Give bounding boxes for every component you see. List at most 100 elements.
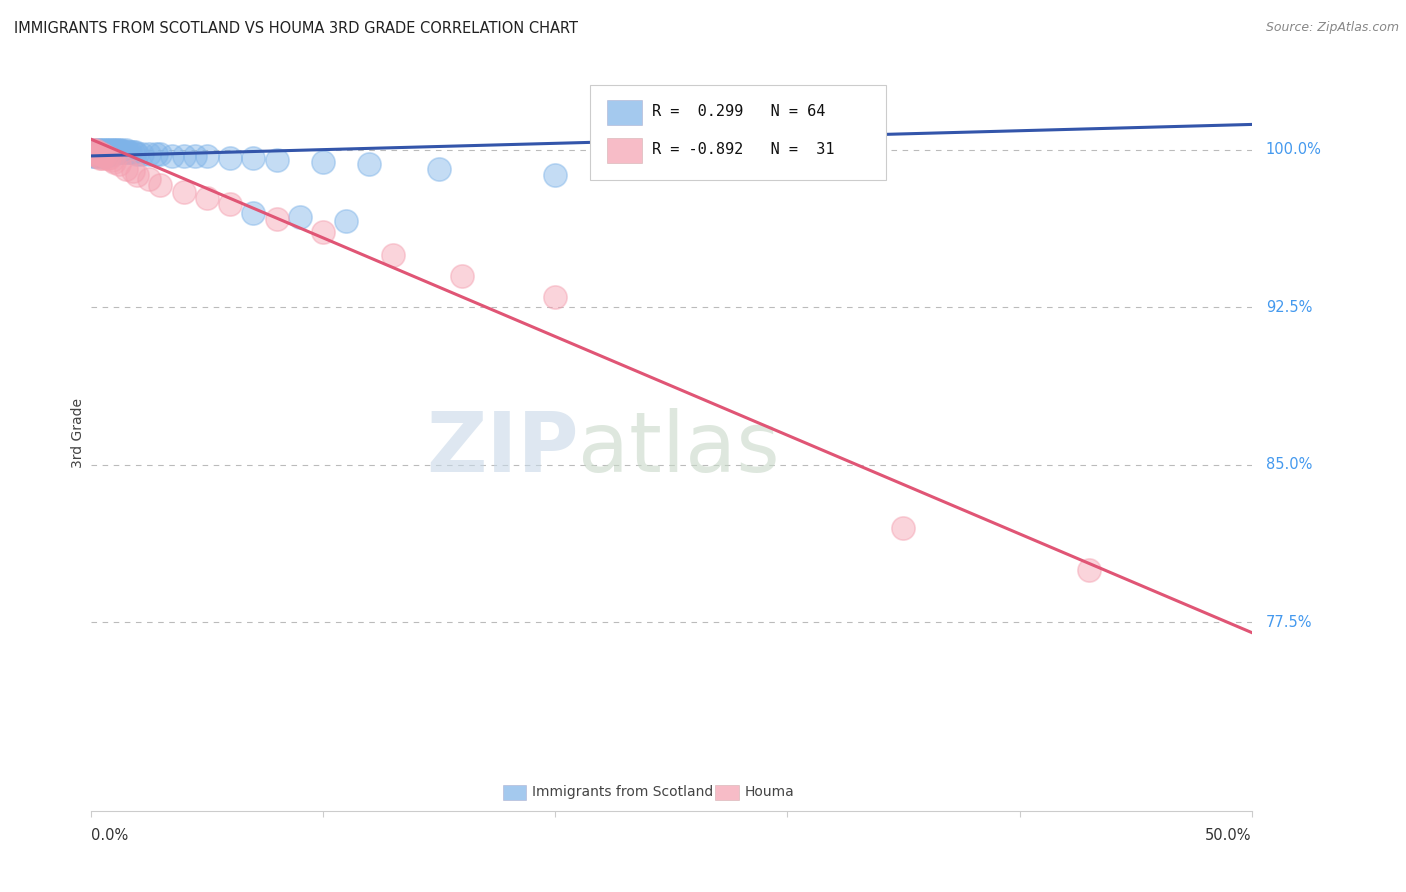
Point [96, 143, 118, 157]
Point [121, 163, 143, 178]
Point [893, 520, 915, 534]
Text: 77.5%: 77.5% [1265, 615, 1312, 630]
Point [451, 268, 474, 283]
Point [91, 146, 114, 161]
Point [127, 146, 149, 161]
Point [98, 151, 121, 165]
Point [149, 178, 172, 193]
Point [242, 151, 264, 165]
Point [98, 146, 121, 161]
Point [110, 143, 132, 157]
Point [98, 143, 121, 157]
Point [103, 146, 125, 161]
Point [98, 145, 121, 159]
Point [120, 145, 142, 159]
FancyBboxPatch shape [591, 86, 886, 180]
Point [82, 149, 104, 163]
Text: IMMIGRANTS FROM SCOTLAND VS HOUMA 3RD GRADE CORRELATION CHART: IMMIGRANTS FROM SCOTLAND VS HOUMA 3RD GR… [14, 21, 578, 36]
Point [110, 145, 132, 159]
Point [82, 145, 104, 159]
Text: Source: ZipAtlas.com: Source: ZipAtlas.com [1265, 21, 1399, 34]
Point [381, 247, 404, 261]
Point [121, 145, 143, 159]
Point [103, 143, 125, 157]
Point [266, 211, 288, 226]
Point [335, 214, 357, 228]
FancyBboxPatch shape [607, 100, 643, 126]
Point [100, 153, 122, 168]
Point [427, 161, 450, 176]
Point [114, 161, 136, 176]
Text: Immigrants from Scotland: Immigrants from Scotland [531, 785, 713, 799]
Point [91, 143, 114, 157]
Point [173, 185, 195, 199]
Point [93, 143, 115, 157]
Point [87, 149, 110, 163]
Point [96, 149, 118, 163]
Text: ZIP: ZIP [426, 408, 578, 489]
Point [89, 146, 111, 161]
Point [138, 172, 160, 186]
Point [103, 155, 125, 169]
Point [184, 149, 207, 163]
Point [114, 145, 136, 159]
Point [84, 143, 107, 157]
Point [89, 151, 111, 165]
Point [112, 145, 135, 159]
Point [105, 143, 128, 157]
Text: R =  0.299   N = 64: R = 0.299 N = 64 [651, 104, 825, 120]
Point [1078, 563, 1101, 577]
Point [195, 149, 218, 163]
Point [544, 290, 567, 304]
Point [96, 145, 118, 159]
Point [100, 143, 122, 157]
Point [87, 145, 110, 159]
Point [87, 146, 110, 161]
Point [242, 205, 264, 219]
Text: 50.0%: 50.0% [1205, 828, 1251, 843]
Point [87, 149, 110, 163]
Point [84, 149, 107, 163]
Point [84, 145, 107, 159]
Point [266, 153, 288, 168]
Point [219, 151, 242, 165]
Point [195, 191, 218, 205]
Point [124, 145, 146, 159]
Point [359, 157, 381, 171]
Point [103, 145, 125, 159]
Point [82, 146, 104, 161]
Point [312, 225, 335, 239]
Point [100, 145, 122, 159]
FancyBboxPatch shape [716, 785, 738, 800]
Point [87, 143, 110, 157]
Point [91, 146, 114, 161]
Point [219, 197, 242, 211]
Point [107, 157, 129, 171]
Text: 85.0%: 85.0% [1265, 457, 1312, 472]
Point [84, 143, 107, 157]
Point [84, 146, 107, 161]
Text: R = -0.892   N =  31: R = -0.892 N = 31 [651, 142, 834, 157]
Y-axis label: 3rd Grade: 3rd Grade [72, 398, 86, 468]
FancyBboxPatch shape [503, 785, 526, 800]
Point [160, 149, 183, 163]
Point [312, 155, 335, 169]
Point [96, 151, 118, 165]
Text: 92.5%: 92.5% [1265, 300, 1312, 315]
Point [288, 210, 311, 224]
Point [82, 145, 104, 159]
Point [127, 168, 149, 182]
Point [93, 146, 115, 161]
Point [89, 146, 111, 161]
Point [105, 145, 128, 159]
Text: Houma: Houma [744, 785, 794, 799]
Text: atlas: atlas [578, 408, 780, 489]
Text: 0.0%: 0.0% [91, 828, 128, 843]
Point [149, 146, 172, 161]
Point [107, 145, 129, 159]
Point [93, 145, 115, 159]
Point [107, 143, 129, 157]
Text: 100.0%: 100.0% [1265, 142, 1322, 157]
Point [91, 151, 114, 165]
Point [138, 146, 160, 161]
